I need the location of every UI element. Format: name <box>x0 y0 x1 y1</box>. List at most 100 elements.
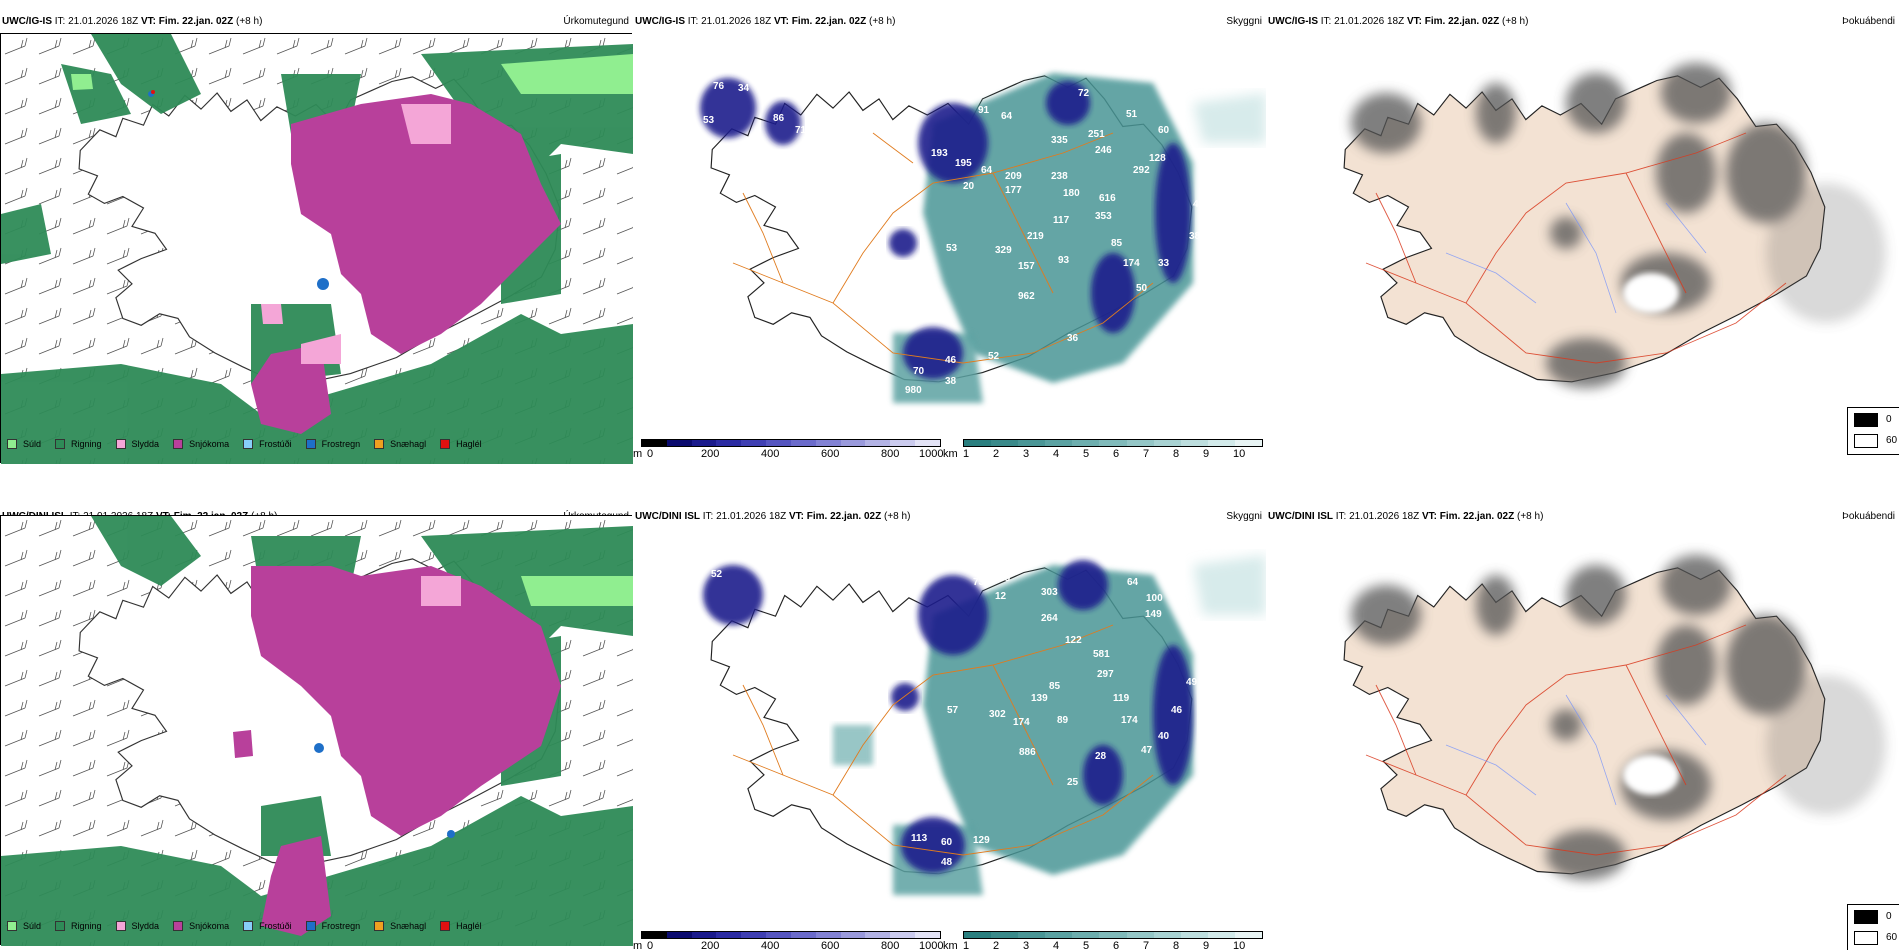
legend-label: Slydda <box>131 439 160 449</box>
vis-label: 329 <box>995 245 1012 256</box>
vis-label: 25 <box>1067 777 1079 788</box>
legend-item: Slydda <box>115 439 160 449</box>
vis-label: 60 <box>1158 125 1170 136</box>
valid-label: VT: <box>773 16 789 27</box>
vis-label: 616 <box>1099 193 1116 204</box>
init-time: IT: 21.01.2026 18Z <box>687 16 772 27</box>
visibility-panel-bottom: UWC/DINI ISL IT: 21.01.2026 18Z VT: Fim.… <box>633 475 1266 950</box>
valid-label: VT: <box>788 511 804 522</box>
visibility-labels: 68 71 36 52 54 85 73 12 303 264 122 581 … <box>633 525 1266 925</box>
rivers <box>1445 694 1707 806</box>
legend-label: Haglél <box>456 439 482 449</box>
legend-swatch <box>440 439 451 449</box>
legend-swatch <box>374 921 385 931</box>
legend-item: Súld <box>7 921 41 931</box>
panel-header: UWC/IG-IS IT: 21.01.2026 18Z VT: Fim. 22… <box>1266 16 1899 30</box>
legend-label: Rigning <box>71 921 102 931</box>
legend-swatch <box>173 921 184 931</box>
ptype-map: Súld Rigning Slydda Snjókoma Frostúði Fr… <box>0 515 633 946</box>
low-visibility-cells <box>703 560 1193 873</box>
legend-item: Rigning <box>55 439 102 449</box>
panel-title: Úrkomutegund <box>563 16 629 27</box>
vis-label: 180 <box>1063 188 1080 199</box>
vis-label: 122 <box>1065 635 1082 646</box>
visibility-map: 68 71 36 52 54 85 73 12 303 264 122 581 … <box>633 525 1266 950</box>
vis-label: 303 <box>1041 587 1058 598</box>
legend-swatch <box>1854 434 1878 448</box>
fog-legend: 0 60 <box>1847 904 1899 950</box>
legend-item: Haglél <box>440 439 482 449</box>
legend-label: Frostúði <box>259 439 292 449</box>
fog-panel-top: UWC/IG-IS IT: 21.01.2026 18Z VT: Fim. 22… <box>1266 0 1899 475</box>
legend-swatch <box>243 921 254 931</box>
tick-label: 6 <box>1113 940 1120 950</box>
vis-label: 52 <box>988 351 1000 362</box>
panel-header: UWC/DINI ISL IT: 21.01.2026 18Z VT: Fim.… <box>633 511 1266 525</box>
vis-label: 40 <box>1158 731 1170 742</box>
legend-label: Rigning <box>71 439 102 449</box>
vis-label: 292 <box>1133 165 1150 176</box>
tick-label: 2 <box>993 940 1000 950</box>
init-time: IT: 21.01.2026 18Z <box>702 511 787 522</box>
tick-label: 0 <box>647 940 654 950</box>
tick-label: 10 <box>1233 448 1246 460</box>
tick-label: 200 <box>701 940 720 950</box>
legend-label: 60 <box>1886 435 1898 446</box>
tick-label: 6 <box>1113 448 1120 460</box>
vis-label: 100 <box>1146 593 1163 604</box>
vis-label: 195 <box>955 158 972 169</box>
legend-label: Snæhagl <box>390 439 427 449</box>
vis-label: 41 <box>1193 199 1205 210</box>
legend-item: Súld <box>7 439 41 449</box>
legend-item: Snjókoma <box>173 439 229 449</box>
vis-label: 53 <box>703 115 715 126</box>
lead-time: (+8 h) <box>884 511 911 522</box>
legend-label: Snjókoma <box>189 439 230 449</box>
vis-label: 64 <box>1001 111 1013 122</box>
model-name: UWC/IG-IS <box>1268 16 1318 27</box>
panel-header: UWC/DINI ISL IT: 21.01.2026 18Z VT: Fim.… <box>1266 511 1899 525</box>
colorbar-strip <box>963 931 1263 939</box>
legend-swatch <box>305 439 316 449</box>
vis-label: 52 <box>711 569 723 580</box>
legend-label: 0 <box>1886 414 1892 425</box>
vis-label: 50 <box>1136 283 1148 294</box>
tick-label: 0 <box>647 448 654 460</box>
tick-label: 200 <box>701 448 720 460</box>
fog-legend: 0 60 <box>1847 407 1899 455</box>
vis-label: 174 <box>1121 715 1138 726</box>
vis-label: 38 <box>945 376 957 387</box>
legend-label: Súld <box>23 921 42 931</box>
model-name: UWC/IG-IS <box>2 16 52 27</box>
elevation-colorbar: m 0 200 400 600 800 1000 <box>633 439 943 461</box>
sleet-areas <box>421 576 461 606</box>
vis-label: 174 <box>1123 258 1140 269</box>
legend-item: Snæhagl <box>374 439 426 449</box>
vis-label: 93 <box>1058 255 1070 266</box>
vis-label: 113 <box>911 833 928 844</box>
init-time: IT: 21.01.2026 18Z <box>1320 16 1405 27</box>
tick-label: 3 <box>1023 940 1030 950</box>
legend-item: Snjókoma <box>173 921 229 931</box>
legend-swatch <box>243 439 254 449</box>
vis-label: 28 <box>1095 751 1107 762</box>
vis-label: 12 <box>995 591 1007 602</box>
vis-label: 58 <box>1189 617 1201 628</box>
vis-label: 117 <box>1053 215 1070 226</box>
visibility-colorbar: km 1 2 3 4 5 6 7 8 9 10 <box>943 931 1265 950</box>
tick-label: 7 <box>1143 940 1150 950</box>
tick-label: 1 <box>963 448 970 460</box>
legend-label: Snjókoma <box>189 921 230 931</box>
vis-label: 264 <box>1041 613 1058 624</box>
vis-label: 76 <box>1078 547 1090 558</box>
rivers <box>1445 202 1707 314</box>
sleet-areas <box>261 104 451 364</box>
legend-swatch <box>7 921 17 931</box>
vis-label: 34 <box>738 83 750 94</box>
visibility-map: 73 76 34 53 86 71 91 64 193 195 177 209 … <box>633 33 1266 463</box>
tick-label: 600 <box>821 448 840 460</box>
drizzle-areas <box>71 54 633 94</box>
vis-label: 73 <box>718 61 730 72</box>
tick-label: 1 <box>963 940 970 950</box>
vis-label: 73 <box>973 577 985 588</box>
